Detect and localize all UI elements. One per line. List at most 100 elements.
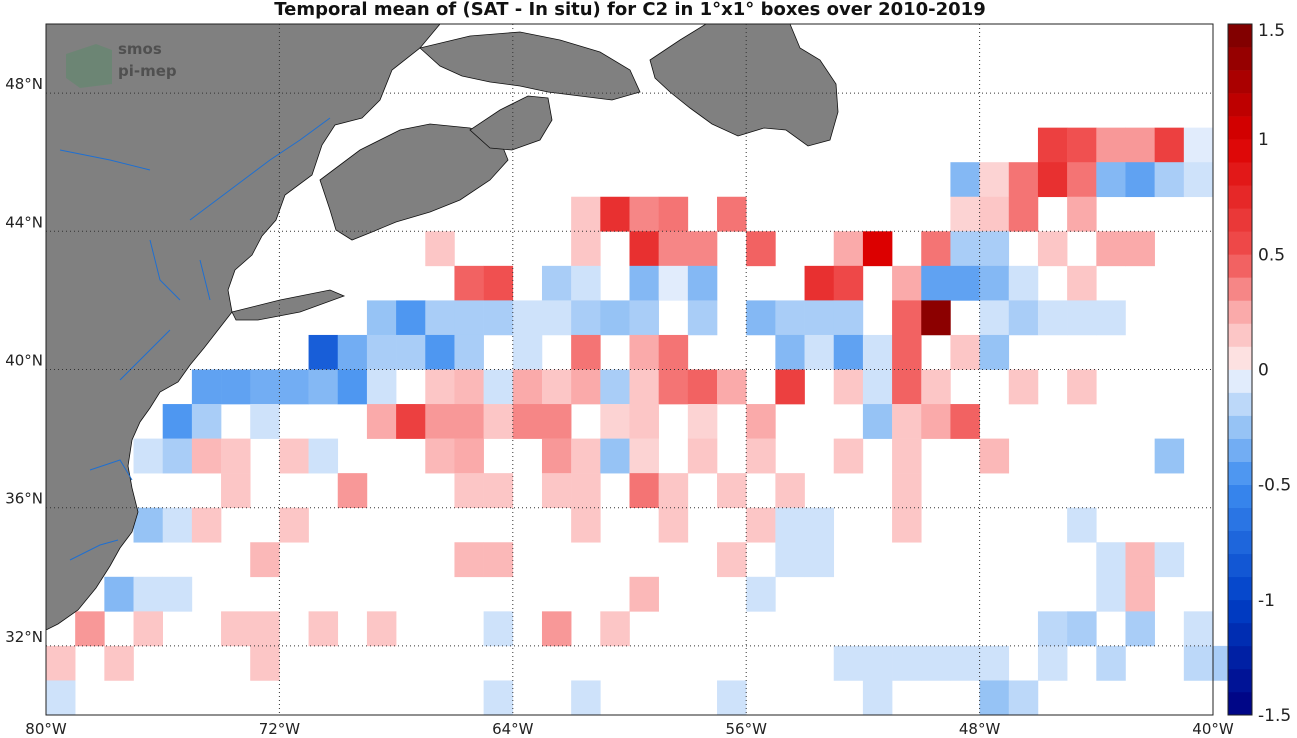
- colorbar-tick-label: -1: [1258, 591, 1275, 611]
- plot-frame: [45, 23, 1214, 716]
- heatmap-cell: [366, 369, 397, 405]
- heatmap-cell: [687, 265, 718, 301]
- heatmap-cell: [629, 231, 659, 267]
- colorbar-swatch: [1228, 576, 1252, 601]
- heatmap-cell: [1067, 300, 1097, 336]
- heatmap-cell: [921, 645, 951, 681]
- colorbar-swatch: [1228, 116, 1252, 140]
- heatmap-cell: [337, 473, 368, 508]
- y-tick-label: 40°N: [5, 352, 43, 370]
- colorbar-swatch: [1228, 93, 1252, 117]
- heatmap-cell: [717, 196, 747, 232]
- y-tick-labels: 32°N 36°N 40°N 44°N 48°N: [5, 75, 43, 646]
- heatmap-cell: [454, 473, 484, 508]
- heatmap-cell: [1037, 162, 1068, 198]
- heatmap-cell: [629, 196, 659, 232]
- colorbar-swatch: [1228, 599, 1252, 624]
- chart-title: Temporal mean of (SAT - In situ) for C2 …: [274, 0, 986, 20]
- heatmap-cell: [687, 231, 718, 267]
- heatmap-cell: [1154, 542, 1185, 578]
- heatmap-cell: [308, 369, 339, 405]
- heatmap-cell: [308, 334, 339, 370]
- heatmap-cell: [892, 438, 922, 474]
- heatmap-cell: [862, 369, 893, 405]
- heatmap-cell: [221, 611, 251, 647]
- colorbar-swatch: [1228, 70, 1252, 94]
- heatmap-cell: [950, 196, 980, 232]
- heatmap-cell: [892, 507, 922, 543]
- heatmap-cell: [454, 438, 484, 474]
- heatmap-cell: [862, 680, 893, 716]
- heatmap-cell: [1067, 369, 1097, 405]
- heatmap-cell: [541, 473, 572, 508]
- heatmap-cell: [775, 300, 805, 336]
- heatmap-cell: [804, 300, 835, 336]
- heatmap-cell: [600, 196, 630, 232]
- gaspe-land: [419, 31, 641, 101]
- heatmap-cell: [658, 507, 689, 543]
- colorbar-swatch: [1228, 208, 1252, 232]
- heatmap-cell: [746, 300, 776, 336]
- heatmap-cells: [46, 127, 1243, 716]
- x-tick-label: 40°W: [1192, 720, 1234, 738]
- heatmap-cell: [512, 404, 543, 439]
- heatmap-cell: [746, 404, 776, 439]
- heatmap-cell: [804, 265, 835, 301]
- heatmap-cell: [483, 369, 514, 405]
- heatmap-cell: [454, 542, 484, 578]
- heatmap-cell: [279, 438, 309, 474]
- heatmap-cell: [921, 231, 951, 267]
- colorbar-swatch: [1228, 530, 1252, 555]
- heatmap-cell: [804, 334, 835, 370]
- heatmap-cell: [541, 438, 572, 474]
- heatmap-cell: [600, 611, 630, 647]
- heatmap-cell: [1125, 576, 1155, 612]
- logo-watermark: smos pi-mep: [66, 40, 177, 88]
- y-tick-label: 32°N: [5, 628, 43, 646]
- x-tick-label: 64°W: [492, 720, 534, 738]
- rivers: [59, 117, 331, 561]
- heatmap-cell: [1154, 162, 1185, 198]
- heatmap-cell: [1125, 162, 1155, 198]
- heatmap-cell: [454, 334, 484, 370]
- colorbar-tick-label: -1.5: [1258, 706, 1291, 726]
- heatmap-cell: [979, 645, 1010, 681]
- heatmap-cell: [862, 231, 893, 267]
- heatmap-cell: [396, 334, 426, 370]
- heatmap-cell: [162, 507, 193, 543]
- heatmap-cell: [250, 369, 280, 405]
- heatmap-cell: [804, 542, 835, 578]
- heatmap-cell: [396, 300, 426, 336]
- heatmap-cell: [1037, 127, 1068, 163]
- heatmap-cell: [892, 404, 922, 439]
- heatmap-cell: [337, 334, 368, 370]
- colorbar-swatch: [1228, 47, 1252, 71]
- heatmap-cell: [950, 265, 980, 301]
- y-tick-label: 48°N: [5, 75, 43, 93]
- heatmap-cell: [366, 300, 397, 336]
- heatmap-cell: [454, 265, 484, 301]
- heatmap-cell: [717, 542, 747, 578]
- heatmap-cell: [483, 680, 514, 716]
- cape-breton-land: [469, 95, 553, 151]
- heatmap-cell: [862, 404, 893, 439]
- heatmap-cell: [104, 645, 134, 681]
- heatmap-cell: [133, 438, 163, 474]
- heatmap-cell: [717, 680, 747, 716]
- heatmap-cell: [512, 369, 543, 405]
- heatmap-cell: [571, 196, 601, 232]
- heatmap-cell: [746, 507, 776, 543]
- heatmap-cell: [950, 162, 980, 198]
- heatmap-cell: [571, 300, 601, 336]
- heatmap-cell: [950, 404, 980, 439]
- heatmap-cell: [629, 576, 659, 612]
- heatmap-cell: [366, 404, 397, 439]
- colorbar-swatch: [1228, 300, 1252, 324]
- heatmap-cell: [221, 473, 251, 508]
- heatmap-cell: [191, 438, 222, 474]
- heatmap-cell: [1067, 162, 1097, 198]
- colorbar-tick-label: 0.5: [1258, 245, 1285, 265]
- heatmap-cell: [308, 611, 339, 647]
- heatmap-cell: [1008, 300, 1039, 336]
